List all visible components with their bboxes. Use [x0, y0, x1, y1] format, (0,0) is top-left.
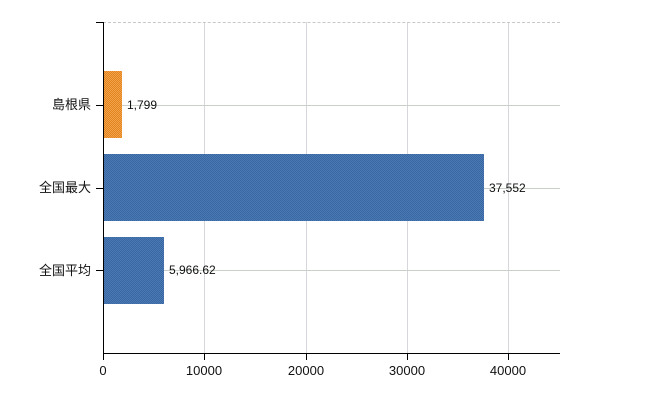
x-tick-label: 30000: [388, 363, 426, 378]
category-gridline: [104, 270, 560, 271]
x-tick-label: 10000: [185, 363, 223, 378]
x-tick-label: 20000: [287, 363, 325, 378]
x-axis-tick: [204, 354, 205, 360]
category-gridline: [104, 105, 560, 106]
value-label: 1,799: [127, 98, 158, 112]
y-axis-tick: [96, 22, 103, 23]
y-axis-tick: [96, 270, 103, 271]
x-axis-tick: [103, 354, 104, 360]
category-label: 全国最大: [38, 180, 91, 195]
x-tick-label: 0: [99, 363, 107, 378]
bar-shimane: [104, 71, 122, 138]
value-label: 5,966.62: [169, 263, 216, 277]
vertical-gridline: [508, 22, 509, 353]
y-axis-line: [103, 22, 104, 354]
x-tick-label: 40000: [489, 363, 527, 378]
y-axis-tick: [96, 188, 103, 189]
category-label: 島根県: [51, 97, 91, 112]
x-axis-tick: [407, 354, 408, 360]
x-axis-tick: [508, 354, 509, 360]
bar-national-average: [104, 237, 164, 304]
x-axis-line: [103, 353, 560, 354]
plot-top-border: [103, 22, 560, 23]
bar-national-max: [104, 154, 484, 221]
x-axis-tick: [306, 354, 307, 360]
value-label: 37,552: [489, 181, 526, 195]
y-axis-tick: [96, 105, 103, 106]
category-label: 全国平均: [38, 263, 91, 278]
